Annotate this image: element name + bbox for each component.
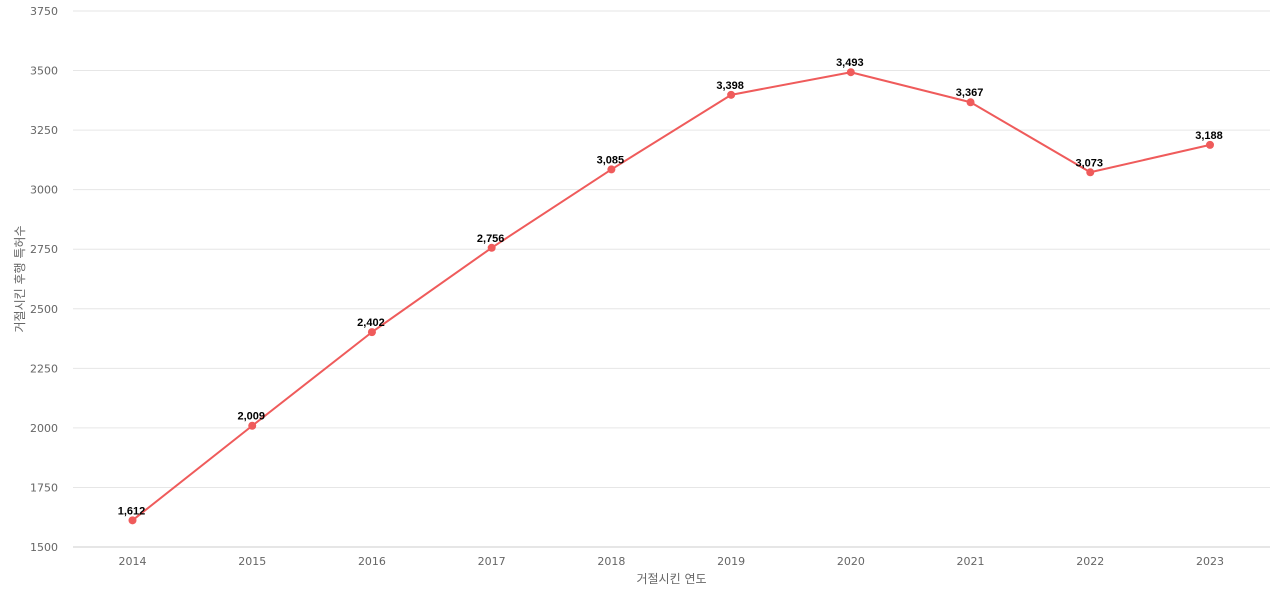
y-tick-label: 2000: [30, 422, 58, 435]
x-tick-label: 2023: [1196, 555, 1224, 568]
y-axis-title: 거절시킨 후행 특허수: [12, 226, 27, 333]
x-tick-label: 2015: [238, 555, 266, 568]
x-tick-label: 2014: [119, 555, 147, 568]
y-tick-label: 3000: [30, 184, 58, 197]
data-label: 3,188: [1195, 130, 1223, 142]
x-tick-label: 2018: [597, 555, 625, 568]
y-tick-label: 3750: [30, 5, 58, 18]
x-axis-title: 거절시킨 연도: [636, 572, 706, 586]
y-tick-label: 2500: [30, 303, 58, 316]
x-tick-label: 2017: [478, 555, 506, 568]
data-point: [727, 90, 736, 99]
data-point: [487, 243, 496, 252]
y-tick-label: 3500: [30, 65, 58, 78]
gridlines: [73, 10, 1270, 548]
y-tick-label: 2750: [30, 243, 58, 256]
y-axis-ticks: 1500 1750 2000 2250 2500 2750 3000 3250 3500 3750: [30, 5, 58, 554]
data-labels: 1,612 2,009 2,402 2,756 3,085 3,398 3,493 3,367…: [118, 57, 1223, 517]
data-label: 1,612: [118, 505, 146, 517]
data-label: 2,402: [357, 317, 385, 329]
data-label: 3,367: [956, 87, 984, 99]
data-label: 3,085: [597, 154, 625, 166]
series-line: [131, 71, 1211, 522]
data-point: [607, 165, 616, 174]
data-point: [1206, 140, 1214, 149]
y-tick-label: 2250: [30, 362, 58, 375]
data-points: [128, 68, 1214, 525]
data-point: [248, 421, 257, 430]
data-point: [1086, 168, 1095, 177]
x-tick-label: 2021: [957, 555, 985, 568]
data-point: [966, 98, 975, 107]
x-tick-label: 2019: [717, 555, 745, 568]
x-tick-label: 2022: [1076, 555, 1104, 568]
data-point: [128, 516, 137, 525]
y-tick-label: 1750: [30, 481, 58, 494]
x-tick-label: 2020: [837, 555, 865, 568]
data-label: 2,756: [477, 233, 505, 245]
data-point: [846, 68, 855, 77]
data-point: [367, 328, 376, 337]
data-label: 3,493: [836, 57, 864, 69]
y-tick-label: 1500: [30, 541, 58, 554]
x-axis-ticks: 2014 2015 2016 2017 2018 2019 2020 2021 2022 2023: [119, 555, 1225, 568]
data-label: 3,398: [716, 80, 744, 92]
data-label: 3,073: [1076, 157, 1104, 169]
data-label: 2,009: [237, 411, 265, 423]
x-tick-label: 2016: [358, 555, 386, 568]
series-layer: [131, 71, 1211, 522]
y-tick-label: 3250: [30, 124, 58, 137]
